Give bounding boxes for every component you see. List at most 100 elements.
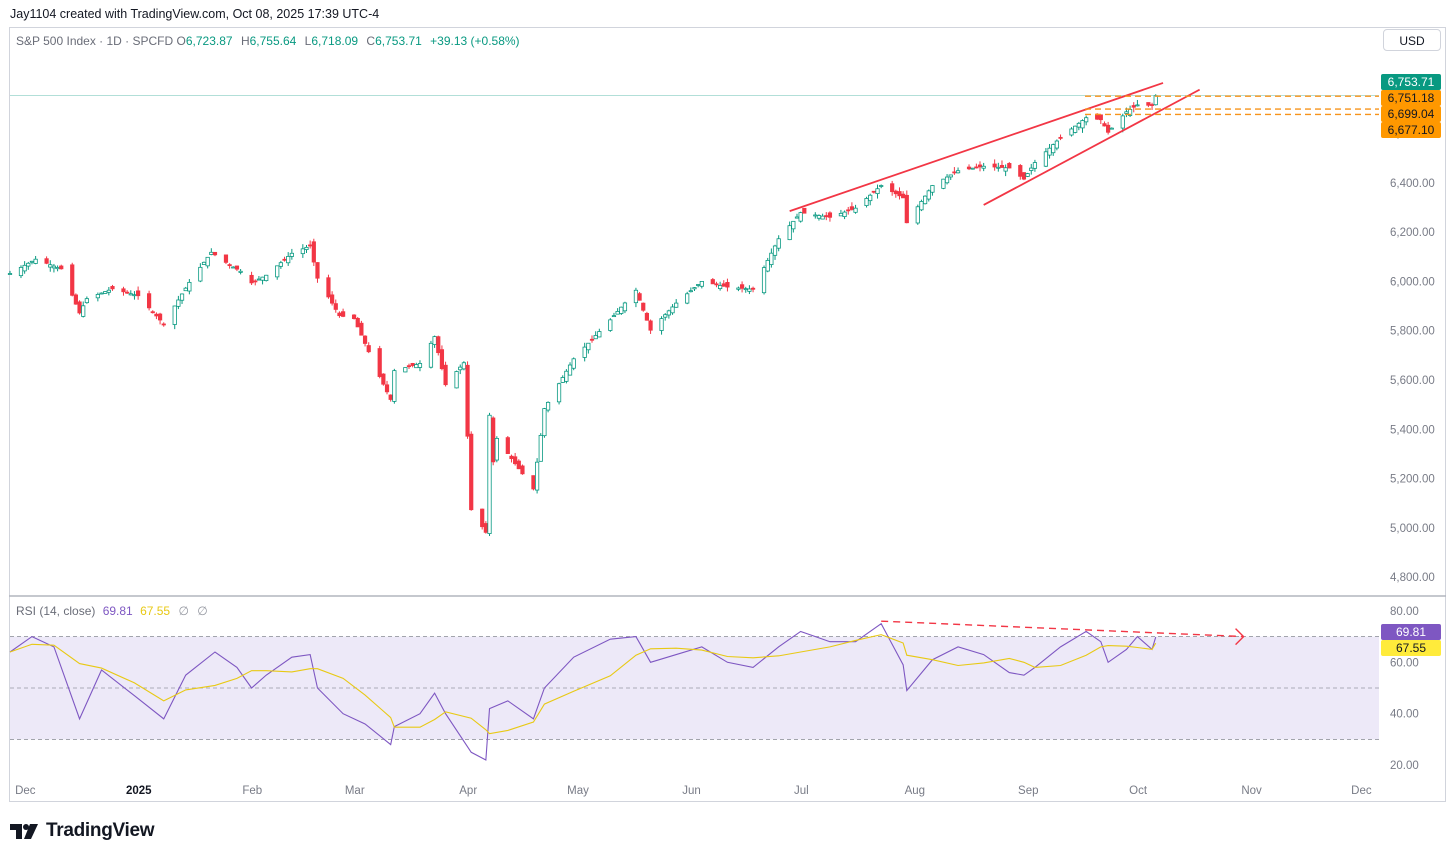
price-tick-label: 6,000.00 — [1390, 276, 1435, 288]
symbol-label[interactable]: S&P 500 Index · 1D · SPCFD — [16, 34, 174, 48]
time-tick-label: Jul — [794, 785, 809, 797]
candle-body — [516, 460, 521, 470]
candle-body — [428, 342, 434, 368]
candle-body — [330, 294, 335, 304]
candle-body — [286, 256, 291, 264]
currency-button[interactable]: USD — [1383, 29, 1441, 51]
candle-body — [904, 194, 909, 224]
high-value: 6,755.64 — [249, 34, 297, 48]
candle-body — [611, 315, 617, 318]
candle-body — [106, 289, 111, 293]
rsi-value: 69.81 — [102, 604, 133, 618]
candle-body — [897, 191, 902, 197]
candle-body — [308, 244, 313, 247]
candle-body — [776, 238, 781, 249]
low-value: 6,718.09 — [311, 34, 359, 48]
candle-body — [1047, 147, 1052, 156]
candle-body — [1120, 115, 1125, 129]
candle-body — [586, 342, 591, 351]
candle-body — [849, 206, 854, 210]
candle-body — [794, 216, 800, 219]
candle-body — [480, 508, 485, 528]
candle-body — [1098, 114, 1103, 121]
candle-body — [1135, 104, 1140, 107]
candle-body — [227, 264, 232, 267]
candle-body — [772, 245, 778, 256]
candle-body — [941, 178, 946, 189]
candle-body — [685, 293, 690, 304]
candle-body — [864, 198, 869, 206]
candle-body — [1021, 172, 1027, 180]
candle-body — [22, 264, 27, 272]
candle-body — [454, 371, 459, 389]
candle-body — [699, 280, 704, 287]
candle-body — [787, 225, 792, 241]
rsi-ma-tag: 67.55 — [1381, 640, 1441, 656]
candle-body — [974, 166, 979, 169]
candle-body — [132, 294, 137, 297]
candle-body — [996, 166, 1001, 169]
candle-body — [73, 294, 78, 305]
candle-body — [955, 170, 961, 174]
price-tick-label: 5,800.00 — [1390, 326, 1435, 338]
candle-body — [593, 335, 598, 340]
candle-body — [406, 365, 412, 368]
candle-body — [765, 260, 770, 272]
candle-body — [1069, 128, 1074, 136]
candle-body — [798, 212, 803, 222]
rsi-band — [10, 636, 1379, 740]
candle-body — [1007, 163, 1012, 169]
brand[interactable]: TradingView — [10, 820, 155, 842]
level-tag-1: 6,751.18 — [1381, 90, 1441, 106]
time-tick-label: Aug — [905, 785, 925, 797]
price-tick-label: 5,600.00 — [1390, 375, 1435, 387]
candle-body — [545, 401, 551, 411]
ohlc-legend: S&P 500 Index · 1D · SPCFD O6,723.87 H6,… — [16, 34, 520, 48]
candle-body — [567, 364, 573, 376]
candle-body — [791, 220, 796, 230]
candle-body — [253, 280, 258, 283]
candle-body — [1058, 136, 1063, 139]
candle-body — [161, 323, 166, 326]
candle-body — [465, 364, 470, 437]
candle-body — [846, 209, 851, 212]
candle-body — [879, 185, 884, 187]
candle-body — [81, 305, 86, 317]
candle-body — [99, 292, 104, 295]
candle-body — [890, 183, 895, 193]
time-tick-label: Mar — [345, 785, 365, 797]
candle-body — [340, 311, 346, 317]
candle-body — [1073, 125, 1078, 133]
candle-body — [769, 252, 774, 265]
rsi-label[interactable]: RSI (14, close) — [16, 604, 96, 618]
candle-body — [55, 267, 60, 270]
candle-body — [663, 314, 668, 318]
candle-body — [761, 267, 767, 294]
candle-body — [231, 266, 236, 269]
candle-body — [509, 455, 514, 460]
candle-body — [952, 171, 957, 174]
candle-body — [95, 294, 100, 299]
candle-body — [505, 437, 510, 454]
rsi-tick-label: 80.00 — [1390, 606, 1419, 618]
candle-body — [326, 277, 331, 298]
candle-body — [1149, 104, 1155, 106]
candle-body — [1146, 102, 1151, 106]
candle-body — [714, 283, 719, 286]
candle-body — [366, 345, 371, 353]
candle-body — [915, 206, 920, 224]
chart-frame — [9, 27, 1446, 802]
candle-body — [150, 311, 155, 314]
rsi-sym-2: ∅ — [197, 604, 208, 618]
candle-body — [838, 212, 844, 217]
candle-body — [1124, 111, 1129, 114]
candle-body — [172, 305, 177, 325]
rsi-tick-label: 20.00 — [1390, 760, 1419, 772]
candle-body — [212, 251, 218, 256]
time-tick-label: Feb — [242, 785, 262, 797]
candle-body — [154, 313, 159, 317]
candle-body — [249, 274, 254, 284]
rsi-ma-value: 67.55 — [140, 604, 171, 618]
change-value: +39.13 (+0.58%) — [430, 34, 520, 48]
